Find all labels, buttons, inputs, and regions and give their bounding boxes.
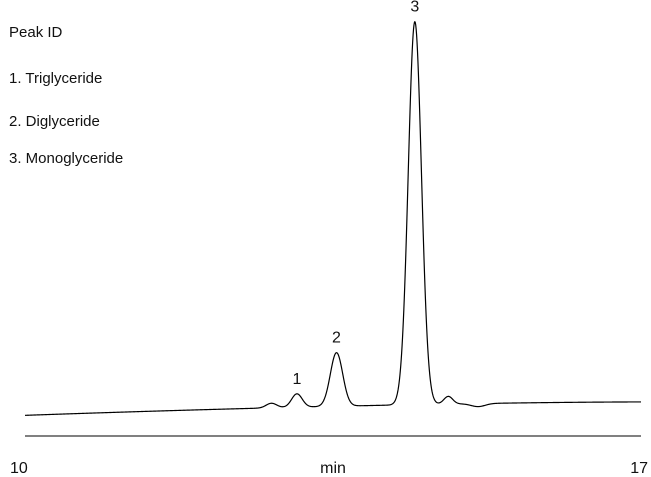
plot-area: 1 2 3	[24, 0, 642, 416]
x-axis-label: min	[320, 460, 346, 477]
peak-label-2: 2	[332, 330, 341, 347]
x-tick-label-end: 17	[630, 460, 648, 477]
legend-item-monoglyceride: 3. Monoglyceride	[9, 150, 123, 167]
peak-label-3: 3	[410, 0, 419, 16]
peak-label-1: 1	[292, 371, 301, 388]
legend-item-triglyceride: 1. Triglyceride	[9, 70, 102, 87]
legend-title: Peak ID	[9, 24, 63, 41]
legend-item-diglyceride: 2. Diglyceride	[9, 113, 100, 130]
chromatogram-trace	[24, 21, 642, 416]
x-tick-label-start: 10	[10, 460, 28, 477]
